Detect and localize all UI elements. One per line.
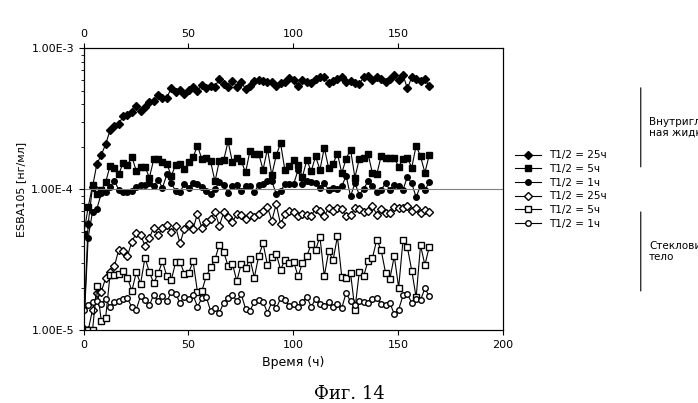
T1/2 = 1ч : [390, 312, 399, 316]
T1/2 = 25ч: [232, 84, 241, 89]
T1/2 = 5ч: [390, 155, 399, 160]
T1/2 = 25ч: [399, 73, 407, 78]
Line: T1/2 = 25ч : T1/2 = 25ч: [81, 202, 432, 333]
Text: Стекловидное
тело: Стекловидное тело: [649, 241, 698, 262]
T1/2 = 5ч: [425, 152, 433, 157]
Text: Фиг. 14: Фиг. 14: [313, 385, 385, 403]
T1/2 = 1ч : [386, 301, 394, 305]
T1/2 = 25ч: [290, 77, 298, 82]
T1/2 = 5ч : [80, 328, 88, 333]
T1/2 = 1ч : [80, 307, 88, 312]
T1/2 = 1ч : [421, 286, 429, 291]
T1/2 = 1ч: [290, 181, 298, 186]
T1/2 = 5ч: [294, 163, 302, 168]
T1/2 = 5ч : [303, 253, 311, 258]
X-axis label: Время (ч): Время (ч): [262, 356, 325, 369]
T1/2 = 25ч : [232, 212, 241, 217]
T1/2 = 1ч : [303, 295, 311, 299]
Legend: T1/2 = 25ч, T1/2 = 5ч, T1/2 = 1ч, T1/2 = 25ч, T1/2 = 5ч, T1/2 = 1ч: T1/2 = 25ч, T1/2 = 5ч, T1/2 = 1ч, T1/2 =…: [512, 147, 610, 232]
T1/2 = 1ч : [232, 299, 241, 304]
T1/2 = 1ч: [285, 181, 293, 186]
T1/2 = 5ч: [80, 231, 88, 236]
T1/2 = 1ч: [294, 168, 302, 172]
T1/2 = 25ч : [272, 202, 281, 207]
T1/2 = 5ч : [390, 253, 399, 258]
T1/2 = 5ч : [315, 235, 324, 239]
Y-axis label: ESBA105 [нг/мл]: ESBA105 [нг/мл]: [16, 142, 26, 237]
Line: T1/2 = 5ч: T1/2 = 5ч: [81, 139, 432, 237]
T1/2 = 25ч : [294, 214, 302, 219]
T1/2 = 5ч : [425, 244, 433, 249]
T1/2 = 25ч: [285, 75, 293, 80]
T1/2 = 1ч : [315, 302, 324, 307]
T1/2 = 5ч: [290, 157, 298, 162]
Text: Внутриглаз-
ная жидкость: Внутриглаз- ная жидкость: [649, 116, 698, 138]
T1/2 = 25ч: [303, 79, 311, 84]
Line: T1/2 = 25ч: T1/2 = 25ч: [81, 73, 432, 332]
T1/2 = 5ч : [333, 234, 341, 239]
T1/2 = 5ч : [290, 259, 298, 264]
T1/2 = 1ч: [390, 183, 399, 188]
T1/2 = 1ч: [307, 179, 315, 184]
T1/2 = 1ч: [80, 328, 88, 333]
Line: T1/2 = 1ч : T1/2 = 1ч: [81, 285, 432, 317]
T1/2 = 5ч: [237, 158, 246, 163]
T1/2 = 25ч: [315, 75, 324, 80]
Line: T1/2 = 1ч: T1/2 = 1ч: [81, 167, 432, 333]
T1/2 = 25ч : [80, 328, 88, 333]
T1/2 = 25ч : [307, 213, 315, 218]
T1/2 = 1ч : [290, 302, 298, 307]
Line: T1/2 = 5ч : T1/2 = 5ч: [81, 234, 432, 333]
T1/2 = 5ч: [320, 145, 329, 150]
T1/2 = 1ч: [320, 181, 329, 185]
T1/2 = 25ч : [390, 204, 399, 209]
T1/2 = 5ч : [285, 261, 293, 266]
T1/2 = 1ч: [425, 180, 433, 185]
T1/2 = 1ч : [425, 294, 433, 299]
T1/2 = 5ч: [224, 139, 232, 144]
T1/2 = 25ч: [425, 84, 433, 89]
T1/2 = 25ч : [290, 210, 298, 214]
T1/2 = 25ч : [425, 210, 433, 214]
T1/2 = 5ч: [307, 169, 315, 174]
T1/2 = 25ч : [320, 214, 329, 218]
T1/2 = 5ч : [232, 279, 241, 284]
T1/2 = 25ч: [80, 326, 88, 331]
T1/2 = 1ч: [232, 182, 241, 187]
T1/2 = 1ч : [285, 304, 293, 309]
T1/2 = 25ч: [386, 76, 394, 81]
